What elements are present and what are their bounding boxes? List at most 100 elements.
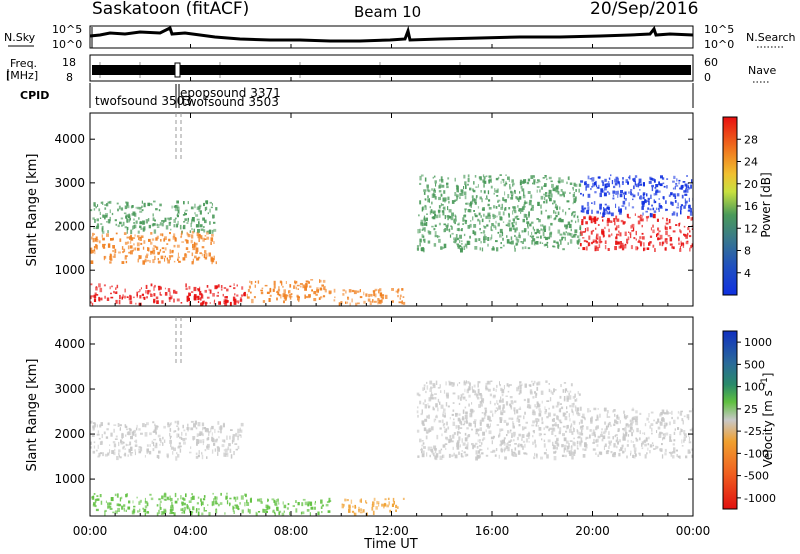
- heatmap-cell: [614, 221, 616, 226]
- heatmap-cell: [639, 430, 641, 435]
- heatmap-cell: [131, 213, 135, 216]
- heatmap-cell: [185, 287, 188, 290]
- heatmap-cell: [420, 222, 423, 226]
- heatmap-cell: [178, 445, 182, 447]
- heatmap-cell: [571, 211, 574, 215]
- heatmap-cell: [658, 181, 660, 186]
- heatmap-cell: [496, 247, 499, 252]
- heatmap-cell: [127, 506, 131, 510]
- heatmap-cell: [444, 428, 448, 433]
- heatmap-cell: [593, 219, 596, 223]
- heatmap-cell: [589, 429, 592, 432]
- heatmap-cell: [615, 421, 619, 425]
- heatmap-cell: [235, 504, 238, 509]
- heatmap-cell: [468, 241, 471, 245]
- heatmap-cell: [200, 228, 204, 231]
- heatmap-cell: [98, 298, 101, 302]
- heatmap-cell: [274, 512, 276, 516]
- heatmap-cell: [529, 391, 533, 395]
- heatmap-cell: [162, 442, 164, 446]
- heatmap-cell: [439, 384, 441, 388]
- heatmap-cell: [134, 234, 136, 237]
- heatmap-cell: [497, 200, 499, 203]
- heatmap-cell: [665, 222, 669, 225]
- heatmap-cell: [188, 507, 191, 512]
- heatmap-cell: [216, 294, 219, 297]
- heatmap-cell: [369, 300, 372, 305]
- heatmap-cell: [297, 298, 300, 301]
- heatmap-cell: [378, 289, 380, 294]
- heatmap-cell: [168, 298, 171, 302]
- heatmap-cell: [666, 409, 668, 415]
- heatmap-cell: [541, 438, 543, 441]
- heatmap-cell: [121, 296, 123, 300]
- heatmap-cell: [606, 223, 609, 227]
- heatmap-cell: [126, 296, 129, 298]
- heatmap-cell: [434, 231, 437, 236]
- heatmap-cell: [485, 411, 487, 417]
- heatmap-cell: [359, 499, 362, 503]
- heatmap-cell: [157, 285, 161, 288]
- heatmap-cell: [235, 433, 238, 437]
- heatmap-cell: [566, 200, 570, 203]
- heatmap-cell: [500, 396, 502, 400]
- heatmap-cell: [365, 502, 368, 504]
- heatmap-cell: [602, 431, 606, 435]
- heatmap-cell: [665, 208, 668, 211]
- heatmap-cell: [192, 258, 194, 263]
- heatmap-cell: [670, 192, 673, 196]
- heatmap-cell: [581, 205, 584, 210]
- heatmap-cell: [308, 281, 310, 284]
- heatmap-cell: [634, 419, 638, 423]
- heatmap-cell: [421, 450, 423, 454]
- heatmap-cell: [690, 245, 693, 249]
- heatmap-cell: [519, 406, 521, 409]
- heatmap-cell: [239, 297, 243, 302]
- heatmap-cell: [635, 437, 637, 440]
- heatmap-cell: [106, 203, 109, 207]
- heatmap-cell: [665, 230, 668, 236]
- heatmap-cell: [562, 389, 565, 393]
- heatmap-cell: [681, 184, 684, 189]
- heatmap-cell: [519, 382, 521, 387]
- heatmap-cell: [315, 293, 318, 296]
- heatmap-cell: [177, 498, 179, 501]
- heatmap-cell: [196, 257, 199, 260]
- heatmap-cell: [447, 405, 450, 408]
- heatmap-cell: [477, 388, 480, 394]
- heatmap-cell: [487, 388, 491, 392]
- heatmap-cell: [545, 425, 549, 429]
- heatmap-cell: [124, 424, 127, 426]
- heatmap-cell: [223, 299, 226, 303]
- heatmap-cell: [456, 243, 459, 246]
- heatmap-cell: [459, 247, 462, 250]
- heatmap-cell: [313, 291, 317, 295]
- heatmap-cell: [488, 207, 492, 210]
- heatmap-cell: [582, 448, 584, 451]
- heatmap-cell: [615, 439, 617, 443]
- heatmap-cell: [283, 504, 287, 509]
- heatmap-cell: [500, 412, 504, 416]
- heatmap-cell: [95, 294, 99, 296]
- heatmap-cell: [608, 210, 611, 214]
- heatmap-cell: [456, 185, 459, 189]
- heatmap-cell: [200, 298, 202, 301]
- heatmap-cell: [684, 201, 687, 206]
- heatmap-cell: [659, 234, 663, 240]
- heatmap-cell: [570, 452, 572, 457]
- heatmap-cell: [503, 183, 507, 187]
- heatmap-cell: [641, 236, 645, 240]
- heatmap-cell: [680, 429, 683, 433]
- heatmap-cell: [183, 441, 186, 445]
- heatmap-cell: [119, 428, 121, 431]
- heatmap-cell: [639, 452, 641, 456]
- heatmap-cell: [535, 418, 539, 420]
- heatmap-cell: [126, 236, 129, 239]
- heatmap-cell: [554, 217, 557, 220]
- heatmap-cell: [508, 384, 510, 388]
- heatmap-cell: [634, 453, 637, 457]
- heatmap-cell: [431, 450, 434, 453]
- heatmap-cell: [523, 428, 525, 431]
- heatmap-cell: [124, 255, 128, 257]
- heatmap-cell: [464, 422, 466, 425]
